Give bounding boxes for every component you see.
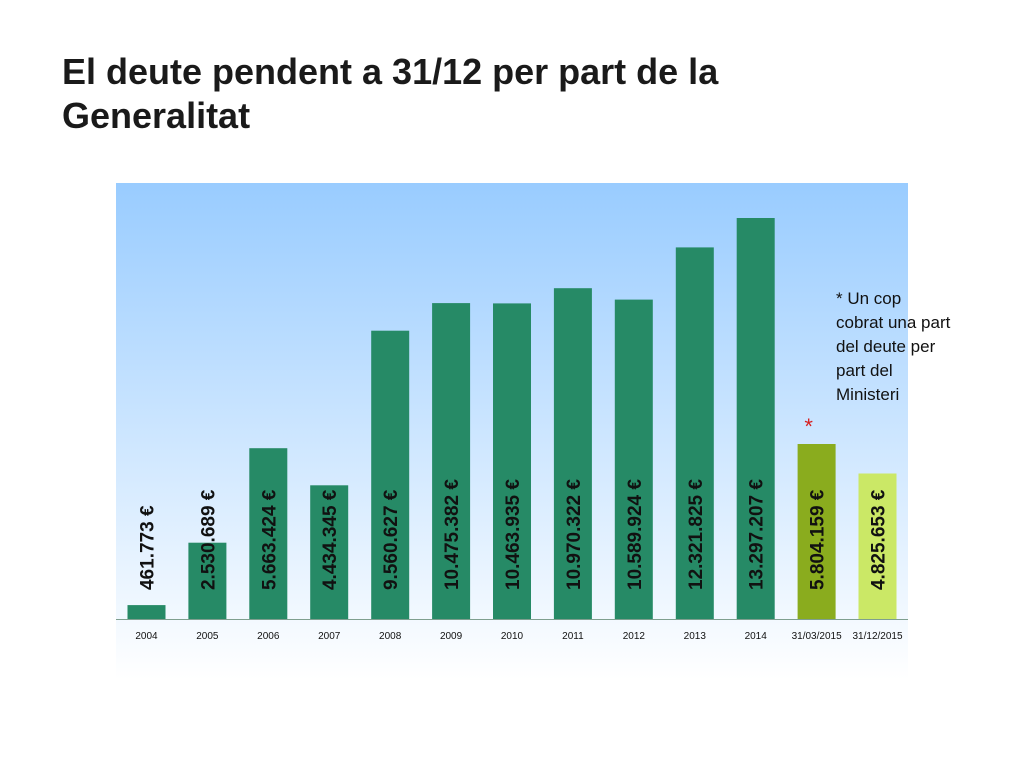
x-tick-label: 2005 [196,631,219,642]
x-tick-label: 2008 [379,631,402,642]
x-tick-label: 2004 [135,631,158,642]
bar-2009 [432,303,471,619]
bar-2013 [675,247,714,619]
footnote-line: del deute per [836,337,936,356]
bar-2008 [371,330,410,619]
annotation-asterisk: * [804,414,813,439]
bar-2005 [188,542,227,619]
x-tick-label: 31/03/2015 [792,631,842,642]
x-tick-label: 2007 [318,631,341,642]
bar-value-label: 5.663.424 € [259,489,280,590]
footnote-line: Ministeri [836,385,900,404]
x-tick-label: 2010 [501,631,524,642]
x-tick-label: 2012 [623,631,646,642]
bar-value-label: 13.297.207 € [747,479,768,590]
bar-value-label: 4.825.653 € [869,489,890,590]
x-tick-label: 2009 [440,631,463,642]
bar-2007 [310,485,349,619]
footnote-line: part del [836,361,893,380]
bar-2006 [249,448,288,619]
bar-value-label: 461.773 € [137,505,158,590]
footnote-line: * Un cop [836,289,902,308]
bar-2004 [127,605,166,619]
bars-layer: 461.773 € 2.530.689 € 5.663.424 € 4.434.345… [116,218,908,620]
bar-2010 [493,303,531,619]
bar-value-label: 4.434.345 € [320,489,341,590]
slide-title: El deute pendent a 31/12 per part de la … [62,51,719,136]
bar-2014 [736,218,775,619]
footnote-line: cobrat una part [836,313,951,332]
bar-value-label: 10.589.924 € [625,479,646,590]
bar-value-label: 10.475.382 € [442,479,463,590]
bar-value-label: 9.560.627 € [381,489,402,590]
bar-value-label: 10.970.322 € [564,479,585,590]
bar-31-12-2015 [858,473,897,619]
bar-value-label: 10.463.935 € [503,479,524,590]
x-tick-label: 2006 [257,631,280,642]
x-tick-label: 31/12/2015 [853,631,903,642]
footnote-annotation: * Un cop cobrat una part del deute per part… [836,287,986,407]
x-tick-label: 2011 [562,631,584,642]
x-tick-label: 2013 [684,631,707,642]
x-tick-label: 2014 [745,631,768,642]
bar-2012 [614,299,653,619]
bar-31-03-2015 [797,444,836,619]
x-axis-ticks: 2004 2005 2006 2007 2008 2009 2010 2011 2012 2013… [135,631,903,642]
bar-2011 [553,288,592,619]
bar-value-label: 12.321.825 € [686,479,707,590]
bar-value-label: 2.530.689 € [198,489,219,590]
bar-value-label: 5.804.159 € [808,489,829,590]
